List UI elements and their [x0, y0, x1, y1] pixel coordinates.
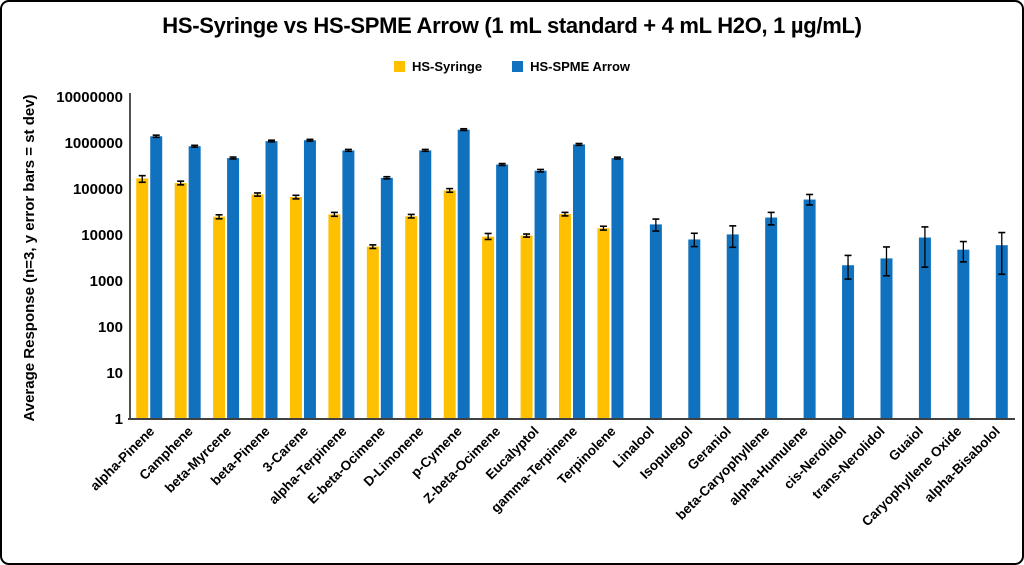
legend-swatch-hs-syringe: [394, 61, 405, 72]
error-bar-hs-syringe-camphene: [177, 180, 185, 186]
error-bar-hs-spme-arrow-alpha-pinene: [152, 134, 160, 139]
bar-hs-spme-arrow-trans-nerolidol: [880, 258, 893, 419]
error-bar-hs-spme-arrow-beta-myrcene: [229, 156, 237, 160]
bar-hs-spme-arrow-p-cymene: [457, 129, 470, 419]
error-bar-hs-syringe-eucalyptol: [523, 233, 531, 238]
bar-hs-spme-arrow-camphene: [188, 146, 201, 419]
error-bar-hs-spme-arrow-3-carene: [306, 138, 314, 142]
x-category-label-alpha-pinene: alpha-Pinene: [87, 423, 157, 493]
error-bar-hs-spme-arrow-z-beta-ocimene: [498, 162, 506, 167]
y-tick-label-100: 100: [98, 319, 123, 336]
bar-hs-syringe-camphene: [174, 183, 187, 419]
bar-hs-spme-arrow-alpha-humulene: [803, 199, 816, 419]
y-axis-title: Average Response (n=3, y error bars = st…: [21, 94, 38, 421]
error-bar-hs-spme-arrow-trans-nerolidol: [882, 246, 890, 277]
error-bar-hs-syringe-terpinolene: [599, 225, 607, 231]
error-bar-hs-spme-arrow-p-cymene: [460, 127, 468, 132]
error-bar-hs-spme-arrow-alpha-bisabolol: [998, 231, 1006, 276]
x-axis-category-labels: alpha-PineneCamphenebeta-Myrcenebeta-Pin…: [87, 423, 1003, 529]
error-bar-hs-spme-arrow-camphene: [191, 144, 199, 148]
bar-hs-spme-arrow-gamma-terpinene: [573, 144, 585, 420]
error-bar-hs-spme-arrow-isopulegol: [690, 232, 698, 248]
error-bar-hs-spme-arrow-beta-pinene: [268, 139, 276, 143]
y-axis-tick-labels: 1 10 100 1000 10000 100000 1000000 10000000: [56, 89, 123, 428]
error-bar-hs-syringe-z-beta-ocimene: [484, 232, 492, 241]
bar-hs-spme-arrow-linalool: [649, 224, 662, 419]
legend-item-hs-syringe: HS-Syringe: [394, 59, 482, 74]
bar-hs-spme-arrow-beta-pinene: [265, 141, 278, 419]
error-bar-hs-spme-arrow-cis-nerolidol: [844, 254, 852, 280]
bar-hs-syringe-beta-pinene: [251, 194, 264, 419]
bar-hs-spme-arrow-cis-nerolidol: [842, 265, 855, 419]
error-bar-hs-spme-arrow-linalool: [652, 218, 660, 232]
error-bar-hs-spme-arrow-caryophyllene-oxide: [959, 240, 967, 263]
bar-hs-spme-arrow-d-limonene: [419, 150, 432, 419]
bar-hs-spme-arrow-guaiol: [918, 237, 931, 419]
bar-hs-syringe-beta-myrcene: [213, 216, 226, 419]
y-tick-label-10000: 10000: [81, 227, 123, 244]
bars-group: [136, 129, 1008, 420]
bar-hs-syringe-p-cymene: [443, 190, 456, 419]
error-bar-hs-spme-arrow-alpha-humulene: [806, 193, 814, 206]
y-tick-label-100000: 100000: [73, 181, 123, 198]
legend-label-hs-spme-arrow: HS-SPME Arrow: [530, 59, 630, 74]
y-tick-label-10: 10: [106, 365, 123, 382]
error-bar-hs-spme-arrow-terpinolene: [613, 156, 621, 160]
bar-hs-spme-arrow-geraniol: [726, 234, 739, 419]
error-bar-hs-spme-arrow-geraniol: [729, 225, 737, 249]
bar-hs-syringe-gamma-terpinene: [559, 214, 571, 419]
bar-hs-syringe-e-beta-ocimene: [366, 246, 379, 419]
bar-hs-spme-arrow-beta-caryophyllene: [765, 217, 778, 419]
bar-hs-spme-arrow-isopulegol: [688, 239, 701, 419]
error-bar-hs-spme-arrow-guaiol: [921, 226, 929, 268]
legend-label-hs-syringe: HS-Syringe: [412, 59, 483, 74]
x-category-label-beta-myrcene: beta-Myrcene: [162, 423, 234, 495]
bar-hs-syringe-terpinolene: [597, 228, 610, 419]
error-bar-hs-spme-arrow-d-limonene: [421, 148, 429, 153]
error-bar-hs-syringe-beta-myrcene: [215, 213, 223, 220]
y-tick-label-1: 1: [115, 411, 123, 428]
error-bar-hs-syringe-alpha-pinene: [138, 174, 146, 184]
error-bar-hs-syringe-alpha-terpinene: [330, 211, 338, 218]
error-bar-hs-spme-arrow-alpha-terpinene: [344, 148, 352, 153]
bar-hs-syringe-eucalyptol: [520, 235, 533, 419]
error-bar-hs-spme-arrow-eucalyptol: [537, 168, 545, 173]
bar-hs-spme-arrow-z-beta-ocimene: [496, 164, 509, 419]
bar-hs-spme-arrow-caryophyllene-oxide: [957, 249, 970, 419]
bar-hs-spme-arrow-alpha-pinene: [150, 136, 163, 419]
bar-hs-spme-arrow-alpha-terpinene: [342, 150, 355, 419]
error-bar-hs-syringe-beta-pinene: [254, 192, 262, 197]
error-bar-hs-syringe-3-carene: [292, 194, 300, 200]
error-bar-hs-spme-arrow-gamma-terpinene: [575, 142, 583, 147]
bar-hs-syringe-alpha-pinene: [136, 178, 149, 419]
error-bar-hs-syringe-p-cymene: [446, 187, 454, 194]
bar-hs-spme-arrow-beta-myrcene: [227, 158, 240, 419]
bar-hs-spme-arrow-e-beta-ocimene: [380, 177, 393, 419]
bar-hs-spme-arrow-alpha-bisabolol: [995, 245, 1008, 419]
bar-hs-spme-arrow-3-carene: [303, 140, 316, 420]
legend-swatch-hs-spme-arrow: [512, 61, 524, 72]
bar-hs-spme-arrow-eucalyptol: [534, 170, 547, 419]
bar-hs-syringe-alpha-terpinene: [328, 214, 341, 419]
y-tick-label-1000000: 1000000: [65, 135, 123, 152]
bar-hs-spme-arrow-terpinolene: [611, 158, 624, 419]
legend-item-hs-spme-arrow: HS-SPME Arrow: [512, 59, 630, 74]
error-bars-group: [138, 127, 1006, 280]
error-bar-hs-spme-arrow-beta-caryophyllene: [767, 211, 775, 226]
error-bar-hs-spme-arrow-e-beta-ocimene: [383, 175, 391, 180]
error-bar-hs-syringe-gamma-terpinene: [561, 211, 569, 217]
bar-hs-syringe-d-limonene: [405, 216, 418, 419]
y-tick-label-10000000: 10000000: [56, 89, 123, 106]
bar-hs-syringe-z-beta-ocimene: [482, 236, 495, 419]
error-bar-hs-syringe-d-limonene: [407, 213, 415, 219]
bar-hs-syringe-3-carene: [289, 197, 302, 419]
error-bar-hs-syringe-e-beta-ocimene: [369, 244, 377, 250]
y-tick-label-1000: 1000: [90, 273, 123, 290]
legend: HS-Syringe HS-SPME Arrow: [2, 59, 1022, 74]
chart-title: HS-Syringe vs HS-SPME Arrow (1 mL standa…: [162, 13, 862, 38]
x-category-label-trans-nerolidol: trans-Nerolidol: [809, 424, 887, 502]
